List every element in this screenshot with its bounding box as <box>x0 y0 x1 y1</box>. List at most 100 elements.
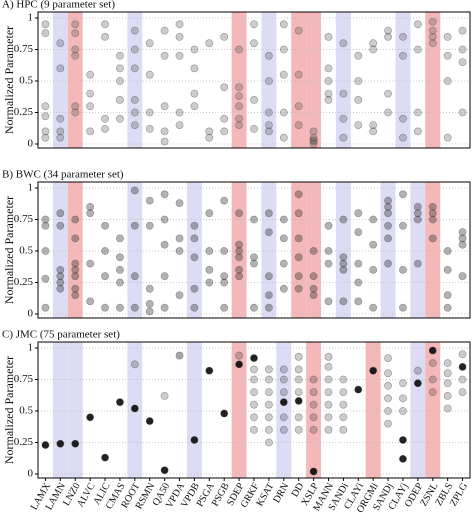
data-dot <box>339 253 348 262</box>
data-dot <box>145 39 154 48</box>
data-dot <box>235 272 244 281</box>
data-dot <box>384 394 392 403</box>
data-dot <box>235 247 244 255</box>
data-dot <box>41 303 50 312</box>
data-dot <box>56 64 65 73</box>
data-dot <box>458 362 467 371</box>
data-dot <box>145 307 154 316</box>
data-dot <box>175 20 184 29</box>
data-dot <box>175 199 184 208</box>
data-dot <box>175 121 184 129</box>
data-dot <box>428 39 437 48</box>
data-dot <box>294 375 303 384</box>
data-dot <box>56 133 65 142</box>
y-tick-label: 0.5 <box>19 75 33 87</box>
data-dot <box>354 96 363 104</box>
panel-title: B) BWC (34 parameter set) <box>2 169 124 181</box>
data-dot <box>41 221 50 230</box>
data-dot <box>235 265 244 274</box>
data-dot <box>443 51 452 60</box>
data-dot <box>250 124 258 133</box>
data-dot <box>264 209 273 218</box>
panel-title: C) JMC (75 parameter set) <box>2 329 120 341</box>
data-dot <box>205 366 214 375</box>
data-dot <box>443 265 452 274</box>
data-dot <box>413 20 422 29</box>
data-dot <box>324 413 333 422</box>
data-dot <box>250 425 258 434</box>
data-dot <box>235 240 244 249</box>
data-dot <box>145 300 154 308</box>
data-dot <box>175 108 184 117</box>
data-dot <box>354 278 363 287</box>
data-dot <box>190 89 199 98</box>
data-dot <box>443 133 452 142</box>
data-dot <box>309 400 318 409</box>
data-dot <box>71 108 80 117</box>
data-dot <box>116 253 124 262</box>
data-dot <box>116 278 124 287</box>
data-dot <box>428 202 437 211</box>
data-dot <box>324 425 333 434</box>
data-dot <box>190 284 199 293</box>
data-dot <box>339 375 348 384</box>
data-dot <box>175 291 184 299</box>
data-dot <box>443 291 452 299</box>
data-dot <box>190 221 199 230</box>
highlight-band <box>52 12 68 148</box>
data-dot <box>71 51 80 60</box>
data-dot <box>458 45 467 54</box>
data-dot <box>145 417 154 425</box>
data-dot <box>309 413 318 422</box>
data-dot <box>205 278 214 287</box>
data-dot <box>205 39 214 48</box>
data-dot <box>160 26 169 35</box>
data-dot <box>160 102 169 111</box>
data-dot <box>324 388 333 396</box>
data-dot <box>339 388 348 396</box>
data-dot <box>116 265 124 274</box>
data-dot <box>250 253 258 262</box>
data-dot <box>250 354 258 362</box>
data-dot <box>369 127 378 136</box>
data-dot <box>130 108 139 117</box>
data-dot <box>399 303 407 312</box>
data-dot <box>443 359 452 368</box>
data-dot <box>309 291 318 299</box>
data-dot <box>250 259 258 268</box>
data-dot <box>250 20 258 29</box>
data-dot <box>235 83 244 92</box>
data-dot <box>458 388 467 396</box>
data-dot <box>116 51 124 60</box>
data-dot <box>41 20 50 29</box>
data-dot <box>458 26 467 35</box>
data-dot <box>264 108 273 117</box>
data-dot <box>339 425 348 434</box>
y-tick-label: 0 <box>28 138 34 150</box>
data-dot <box>101 20 109 29</box>
data-dot <box>190 64 199 73</box>
data-dot <box>354 259 363 268</box>
data-dot <box>41 133 50 142</box>
data-dot <box>294 272 303 281</box>
data-dot <box>56 209 65 218</box>
highlight-band <box>306 182 322 318</box>
data-dot <box>279 259 288 268</box>
data-dot <box>264 77 273 85</box>
highlight-band <box>306 12 322 148</box>
data-dot <box>369 45 378 54</box>
data-dot <box>71 102 80 111</box>
data-dot <box>294 397 303 405</box>
data-dot <box>458 228 467 236</box>
data-dot <box>384 234 392 243</box>
highlight-band <box>127 182 143 318</box>
data-dot <box>86 202 95 211</box>
data-dot <box>458 272 467 281</box>
highlight-band <box>380 182 396 318</box>
data-dot <box>458 234 467 243</box>
y-tick-label: 0.75 <box>14 373 34 385</box>
data-dot <box>354 121 363 129</box>
data-dot <box>56 439 65 448</box>
data-dot <box>175 51 184 60</box>
highlight-band <box>67 342 83 478</box>
